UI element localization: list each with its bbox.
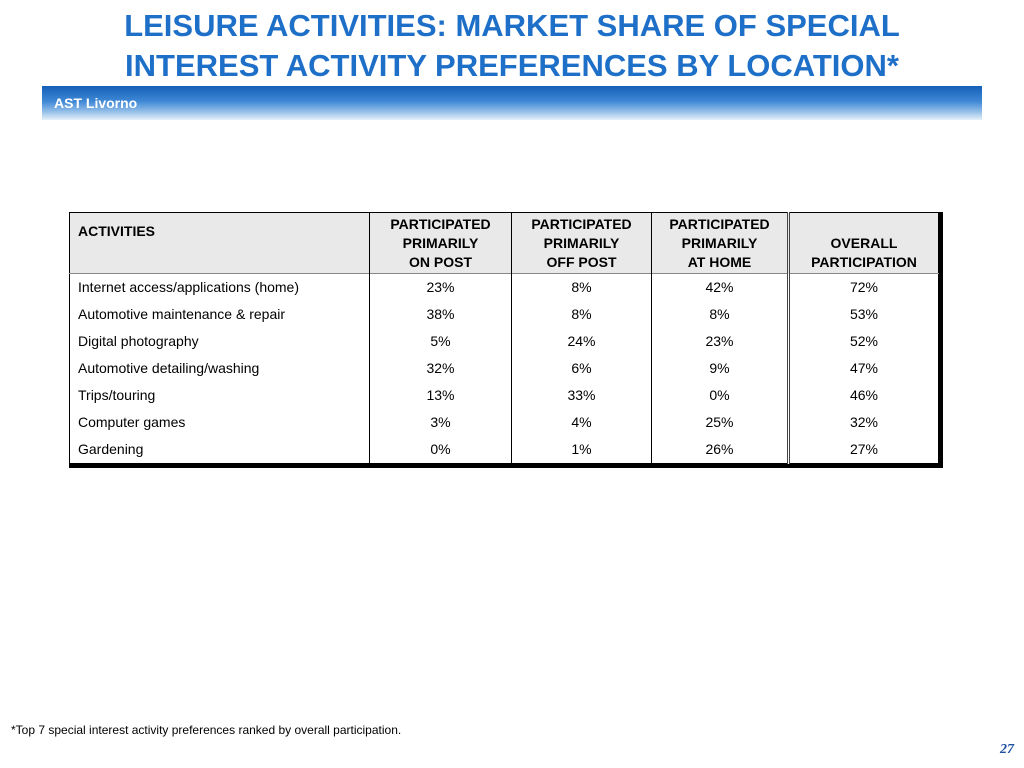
- title-line-2: INTEREST ACTIVITY PREFERENCES BY LOCATIO…: [125, 48, 899, 83]
- cell-off-post: 24%: [511, 328, 652, 355]
- cell-activity: Computer games: [78, 414, 186, 430]
- table-row: Automotive maintenance & repair 38% 8% 8…: [70, 301, 939, 328]
- header-line: PARTICIPATED: [531, 216, 632, 232]
- table-row: Automotive detailing/washing 32% 6% 9% 4…: [70, 355, 939, 382]
- cell-activity: Digital photography: [78, 333, 199, 349]
- header-line: AT HOME: [687, 254, 752, 270]
- cell-on-post: 32%: [369, 355, 512, 382]
- cell-overall: 47%: [787, 355, 939, 382]
- cell-on-post: 38%: [369, 301, 512, 328]
- cell-overall: 53%: [787, 301, 939, 328]
- cell-activity: Trips/touring: [78, 387, 156, 403]
- header-line: PARTICIPATION: [811, 254, 917, 270]
- table-body: Internet access/applications (home) 23% …: [70, 273, 939, 464]
- header-line: OVERALL: [830, 235, 898, 251]
- cell-on-post: 13%: [369, 382, 512, 409]
- cell-at-home: 0%: [651, 382, 789, 409]
- cell-off-post: 8%: [511, 273, 652, 301]
- header-on-post: PARTICIPATED PRIMARILY ON POST: [369, 212, 512, 274]
- table-row: Computer games 3% 4% 25% 32%: [70, 409, 939, 436]
- header-overall: OVERALL PARTICIPATION: [787, 212, 939, 274]
- header-line: PRIMARILY: [681, 235, 758, 251]
- activity-table-container: ACTIVITIES PARTICIPATED PRIMARILY ON POS…: [69, 212, 943, 468]
- cell-activity: Automotive detailing/washing: [78, 360, 260, 376]
- cell-off-post: 6%: [511, 355, 652, 382]
- cell-on-post: 0%: [369, 436, 512, 464]
- header-line: PRIMARILY: [543, 235, 620, 251]
- table-row: Digital photography 5% 24% 23% 52%: [70, 328, 939, 355]
- cell-overall: 72%: [787, 273, 939, 301]
- cell-on-post: 3%: [369, 409, 512, 436]
- cell-overall: 52%: [787, 328, 939, 355]
- page-number: 27: [1000, 742, 1014, 757]
- cell-at-home: 26%: [651, 436, 789, 464]
- table-row: Gardening 0% 1% 26% 27%: [70, 436, 939, 464]
- cell-off-post: 4%: [511, 409, 652, 436]
- header-line: ON POST: [408, 254, 472, 270]
- slide-title: LEISURE ACTIVITIES: MARKET SHARE OF SPEC…: [0, 6, 1024, 86]
- cell-activity: Internet access/applications (home): [78, 279, 299, 295]
- cell-off-post: 8%: [511, 301, 652, 328]
- cell-on-post: 5%: [369, 328, 512, 355]
- header-line: PARTICIPATED: [390, 216, 491, 232]
- header-banner: AST Livorno: [42, 86, 982, 120]
- cell-off-post: 33%: [511, 382, 652, 409]
- cell-at-home: 9%: [651, 355, 789, 382]
- activity-table: ACTIVITIES PARTICIPATED PRIMARILY ON POS…: [69, 212, 939, 464]
- header-activities: ACTIVITIES: [69, 212, 370, 274]
- cell-activity: Gardening: [78, 441, 144, 457]
- header-off-post: PARTICIPATED PRIMARILY OFF POST: [511, 212, 652, 274]
- cell-activity: Automotive maintenance & repair: [78, 306, 285, 322]
- cell-off-post: 1%: [511, 436, 652, 464]
- cell-overall: 32%: [787, 409, 939, 436]
- cell-at-home: 8%: [651, 301, 789, 328]
- cell-overall: 46%: [787, 382, 939, 409]
- cell-at-home: 25%: [651, 409, 789, 436]
- title-line-1: LEISURE ACTIVITIES: MARKET SHARE OF SPEC…: [124, 8, 900, 43]
- header-line: PARTICIPATED: [669, 216, 770, 232]
- table-row: Internet access/applications (home) 23% …: [70, 273, 939, 301]
- table-row: Trips/touring 13% 33% 0% 46%: [70, 382, 939, 409]
- banner-label: AST Livorno: [54, 95, 138, 111]
- header-line: OFF POST: [546, 254, 617, 270]
- cell-on-post: 23%: [369, 273, 512, 301]
- cell-overall: 27%: [787, 436, 939, 464]
- cell-at-home: 42%: [651, 273, 789, 301]
- footnote: *Top 7 special interest activity prefere…: [11, 723, 402, 737]
- header-line: PRIMARILY: [402, 235, 479, 251]
- cell-at-home: 23%: [651, 328, 789, 355]
- table-header-row: ACTIVITIES PARTICIPATED PRIMARILY ON POS…: [69, 212, 939, 274]
- header-at-home: PARTICIPATED PRIMARILY AT HOME: [651, 212, 789, 274]
